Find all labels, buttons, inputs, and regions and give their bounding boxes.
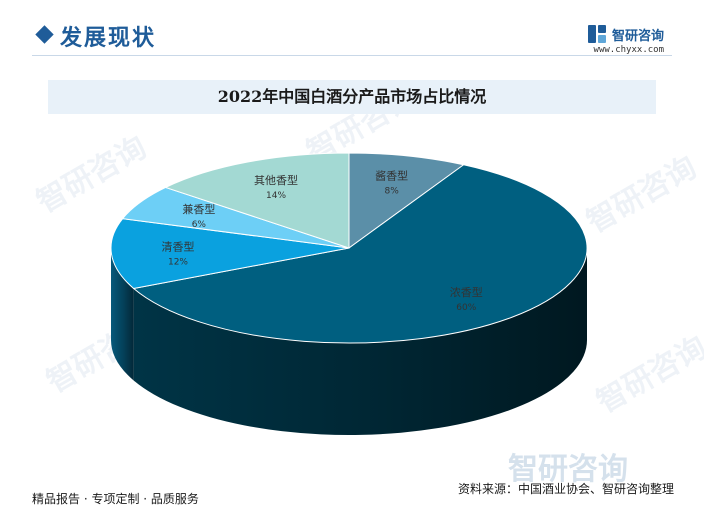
chart-title-band: 2022年中国白酒分产品市场占比情况 — [48, 80, 656, 114]
slice-label-兼香型: 兼香型 — [182, 202, 215, 216]
chart-title: 2022年中国白酒分产品市场占比情况 — [217, 87, 487, 106]
pie-side-清香型 — [111, 248, 134, 381]
slice-value-清香型: 12% — [168, 257, 188, 267]
slice-value-其他香型: 14% — [266, 191, 286, 201]
slice-label-清香型: 清香型 — [161, 239, 194, 253]
page-header: 发展现状 智研咨询 www.chyxx.com — [0, 0, 704, 70]
pie-slice-其他香型 — [164, 152, 350, 249]
slice-value-兼香型: 6% — [192, 220, 207, 230]
pie-slice-酱香型 — [348, 152, 465, 249]
footer-source: 资料来源：中国酒业协会、智研咨询整理 — [457, 482, 674, 496]
slice-value-酱香型: 8% — [384, 187, 399, 197]
slice-value-浓香型: 60% — [456, 303, 476, 313]
brand-name: 智研咨询 — [611, 28, 664, 44]
brand-url: www.chyxx.com — [593, 45, 664, 55]
brand-logo-icon — [587, 25, 606, 43]
pie-side-浓香型 — [133, 248, 587, 436]
section-title: 发展现状 — [60, 26, 157, 51]
slice-label-浓香型: 浓香型 — [450, 285, 483, 299]
slice-label-酱香型: 酱香型 — [375, 169, 408, 183]
pie-slice-清香型 — [110, 218, 350, 289]
footer-tagline: 精品报告 · 专项定制 · 品质服务 — [32, 492, 199, 506]
header-divider — [32, 55, 672, 56]
pie-slice-浓香型 — [132, 164, 588, 344]
brand-logo: 智研咨询 — [587, 24, 664, 44]
slice-label-其他香型: 其他香型 — [254, 173, 298, 187]
